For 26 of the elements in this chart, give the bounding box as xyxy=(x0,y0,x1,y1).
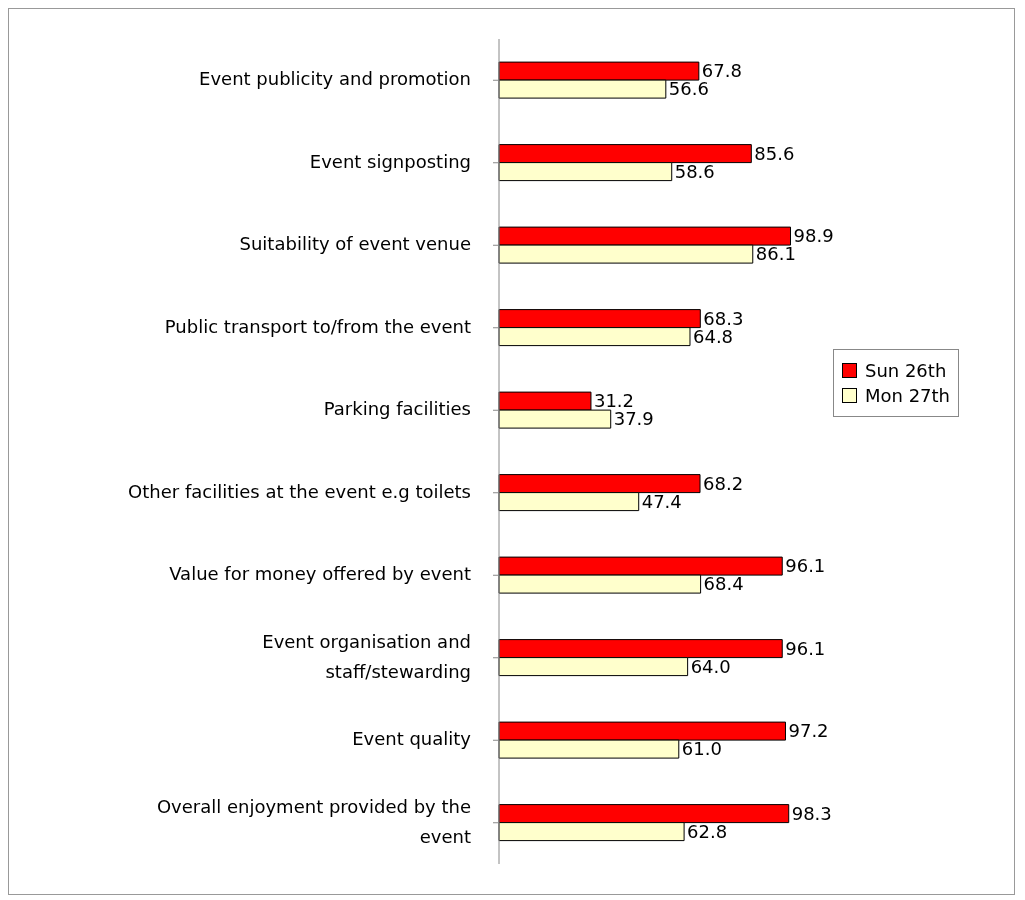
y-tick-label: Event organisation and staff/stewarding xyxy=(262,630,471,682)
data-label: 68.4 xyxy=(703,573,744,595)
data-label: 47.4 xyxy=(641,490,682,512)
data-label: 64.0 xyxy=(690,655,731,677)
data-label: 62.8 xyxy=(687,820,728,842)
data-label: 98.3 xyxy=(791,802,832,824)
data-label: 96.1 xyxy=(785,555,826,577)
data-label: 58.6 xyxy=(674,160,715,182)
data-label: 86.1 xyxy=(755,243,796,265)
data-label: 68.2 xyxy=(703,472,744,494)
legend-label: Sun 26th xyxy=(864,360,947,381)
legend-label: Mon 27th xyxy=(864,385,950,406)
data-label: 98.9 xyxy=(793,225,834,247)
y-tick-label: Value for money offered by event xyxy=(169,563,471,585)
data-label: 85.6 xyxy=(754,142,795,164)
y-tick-label: Overall enjoyment provided by the event xyxy=(156,795,471,847)
data-label: 97.2 xyxy=(788,720,829,742)
y-tick-label: Event quality xyxy=(352,728,472,750)
y-tick-label: Parking facilities xyxy=(323,398,471,420)
y-tick-label: Suitability of event venue xyxy=(239,233,471,255)
y-tick-label: Event signposting xyxy=(309,150,471,172)
y-tick-label: Public transport to/from the event xyxy=(164,315,471,337)
data-label: 96.1 xyxy=(785,637,826,659)
y-tick-label: Other facilities at the event e.g toilets xyxy=(128,480,471,502)
y-tick-label: Event publicity and promotion xyxy=(199,68,471,90)
data-label: 61.0 xyxy=(681,738,722,760)
